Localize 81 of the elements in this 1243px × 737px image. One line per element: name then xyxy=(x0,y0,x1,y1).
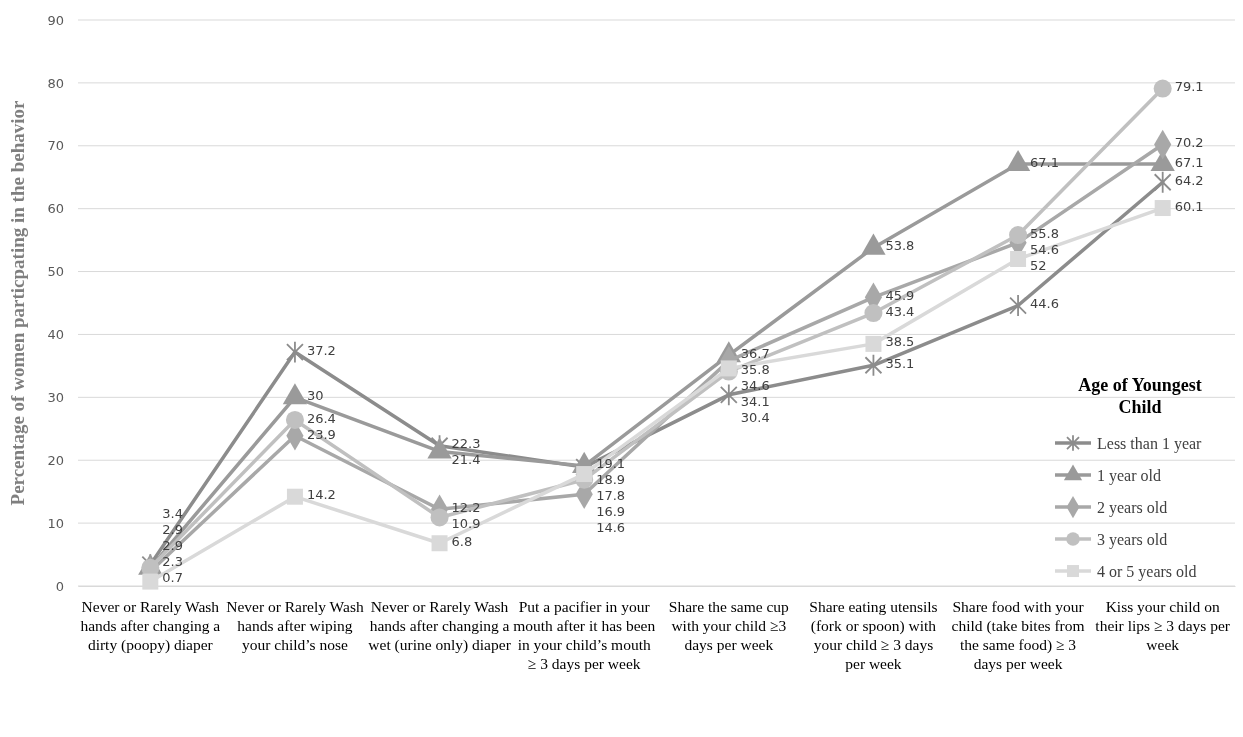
data-label: 64.2 xyxy=(1174,172,1204,188)
data-label: 0.7 xyxy=(162,569,183,585)
point xyxy=(142,573,159,590)
data-label: 12.2 xyxy=(451,499,481,515)
legend-label: Less than 1 year xyxy=(1097,434,1203,453)
data-label: 18.9 xyxy=(596,472,626,488)
legend-label: 4 or 5 years old xyxy=(1097,562,1197,581)
data-label: 67.1 xyxy=(1174,154,1204,170)
data-label: 3.4 xyxy=(162,505,183,521)
data-label: 30.4 xyxy=(740,409,770,425)
y-tick-label: 70 xyxy=(47,138,64,154)
data-label: 53.8 xyxy=(885,238,915,254)
data-label: 60.1 xyxy=(1174,198,1204,214)
x-tick-label: Share the same cup with your child ≥3 days per week xyxy=(668,598,790,653)
data-label: 38.5 xyxy=(885,334,915,350)
point xyxy=(865,335,882,352)
data-label: 54.6 xyxy=(1030,241,1060,257)
data-label: 14.6 xyxy=(596,520,626,536)
data-label: 6.8 xyxy=(451,533,473,549)
point xyxy=(576,466,593,483)
data-label: 35.8 xyxy=(740,361,770,377)
data-label: 36.7 xyxy=(740,345,770,361)
legend-label: 1 year old xyxy=(1097,466,1161,485)
data-label: 45.9 xyxy=(885,287,915,303)
point xyxy=(286,488,303,505)
point xyxy=(430,508,449,527)
y-tick-label: 20 xyxy=(47,452,64,468)
x-tick-label: Never or Rarely Wash hands after changing a dirty (poopy) diaper xyxy=(80,598,221,654)
y-tick-label: 90 xyxy=(47,12,64,28)
point xyxy=(285,410,304,429)
data-label: 21.4 xyxy=(451,452,481,468)
x-tick-label: Share eating utensils (fork or spoon) with your child ≥ 3 days per week xyxy=(809,598,938,672)
y-tick-label: 50 xyxy=(47,264,64,280)
point xyxy=(864,304,883,323)
x-tick-label: Put a pacifier in your mouth after it has been in your child’s mouth ≥ 3 days per week xyxy=(513,598,656,672)
data-label: 34.6 xyxy=(740,377,770,393)
data-label: 30 xyxy=(306,387,324,403)
data-label: 2.9 xyxy=(162,537,183,553)
point xyxy=(1154,200,1171,217)
y-tick-label: 80 xyxy=(47,75,64,91)
data-label: 14.2 xyxy=(306,487,336,503)
legend-title: Age of Youngest Child xyxy=(1078,375,1202,418)
data-label: 17.8 xyxy=(596,488,626,504)
point xyxy=(864,356,883,375)
data-label: 34.1 xyxy=(740,393,770,409)
point xyxy=(720,360,737,377)
x-tick-label: Never or Rarely Wash hands after wiping your child’s nose xyxy=(226,598,364,653)
legend-label: 3 years old xyxy=(1097,530,1168,549)
x-tick-label: Never or Rarely Wash hands after changing a wet (urine only) diaper xyxy=(368,598,512,654)
data-label: 2.3 xyxy=(162,553,183,569)
data-label: 16.9 xyxy=(596,504,626,520)
data-label: 23.9 xyxy=(306,426,336,442)
y-tick-label: 40 xyxy=(47,327,64,343)
data-label: 37.2 xyxy=(306,342,336,358)
data-label: 70.2 xyxy=(1174,135,1204,151)
data-label: 79.1 xyxy=(1174,79,1204,95)
point xyxy=(431,535,448,552)
point xyxy=(1153,79,1172,98)
x-tick-label: Share food with your child (take bites from the same food) ≥ 3 days per week xyxy=(951,598,1085,672)
y-tick-label: 60 xyxy=(47,201,64,217)
legend-label: 2 years old xyxy=(1097,498,1168,517)
data-label: 19.1 xyxy=(596,456,626,472)
point xyxy=(286,343,304,361)
point xyxy=(1010,250,1027,267)
data-label: 44.6 xyxy=(1030,296,1060,312)
point xyxy=(1153,173,1172,192)
data-label: 10.9 xyxy=(451,515,481,531)
y-tick-label: 30 xyxy=(47,389,64,405)
data-label: 43.4 xyxy=(885,303,915,319)
data-label: 22.3 xyxy=(451,436,481,452)
point xyxy=(719,385,738,404)
point xyxy=(1009,296,1027,315)
data-label: 52 xyxy=(1030,257,1047,273)
point xyxy=(1009,226,1028,245)
x-tick-label: Kiss your child on their lips ≥ 3 days per week xyxy=(1095,598,1231,653)
y-tick-label: 0 xyxy=(55,578,64,594)
y-tick-label: 10 xyxy=(47,515,64,531)
y-axis-title: Percentage of women particpating in the behavior xyxy=(7,99,28,506)
data-label: 26.4 xyxy=(306,410,336,426)
data-label: 55.8 xyxy=(1030,225,1060,241)
data-label: 35.1 xyxy=(885,355,915,371)
